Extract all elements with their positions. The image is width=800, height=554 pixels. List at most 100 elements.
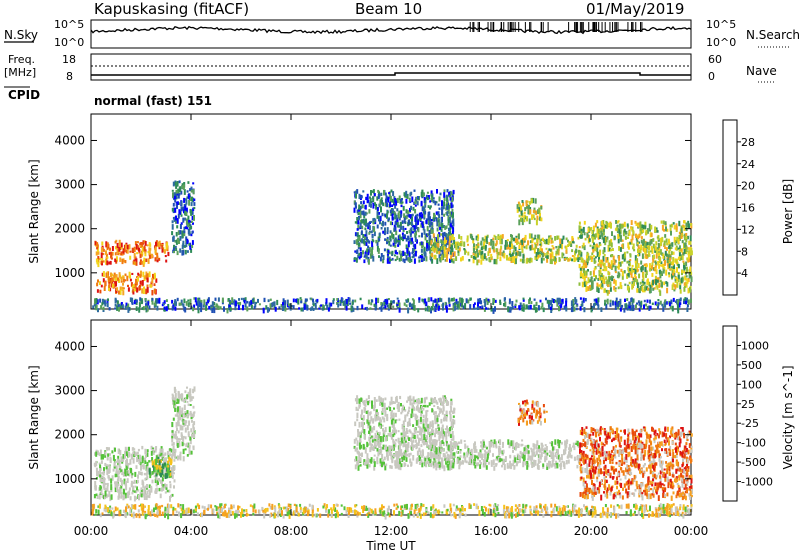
velocity-echo-cell	[186, 425, 189, 431]
power-echo-cell	[665, 226, 667, 232]
velocity-echo-cell	[429, 431, 432, 437]
velocity-echo-cell	[425, 426, 428, 429]
power-echo-cell	[515, 258, 517, 265]
power-echo-cell	[515, 252, 518, 258]
velocity-echo-cell	[408, 429, 411, 433]
power-echo-cell	[312, 301, 315, 305]
velocity-echo-cell	[140, 465, 143, 470]
power-echo-cell	[111, 246, 114, 251]
velocity-echo-cell	[381, 416, 384, 420]
velocity-echo-cell	[101, 476, 104, 481]
power-echo-cell	[133, 246, 136, 252]
power-echo-cell	[384, 227, 386, 234]
power-echo-cell	[671, 261, 673, 265]
power-echo-cell	[615, 302, 618, 307]
power-echo-cell	[437, 219, 440, 223]
power-echo-cell	[167, 251, 170, 257]
velocity-echo-cell	[430, 428, 433, 432]
velocity-echo-cell	[407, 396, 410, 402]
velocity-echo-cell	[453, 419, 456, 425]
power-echo-cell	[462, 305, 465, 310]
power-echo-cell	[541, 302, 544, 307]
power-echo-cell	[371, 249, 373, 256]
power-echo-cell	[648, 305, 651, 311]
power-echo-cell	[189, 298, 192, 305]
power-echo-cell	[427, 205, 430, 208]
power-echo-cell	[638, 252, 641, 257]
power-echo-cell	[155, 278, 158, 283]
velocity-echo-cell	[150, 487, 153, 493]
power-echo-cell	[180, 299, 183, 306]
noise-tick-top-left: 10^5	[54, 18, 85, 31]
velocity-echo-cell	[426, 405, 429, 408]
velocity-echo-cell	[444, 428, 447, 431]
velocity-echo-cell	[105, 493, 108, 499]
velocity-echo-cell	[159, 473, 162, 476]
power-echo-cell	[480, 246, 483, 251]
power-echo-cell	[430, 240, 433, 246]
power-echo-cell	[436, 238, 439, 242]
power-echo-cell	[466, 235, 469, 241]
power-echo-cell	[521, 217, 524, 222]
velocity-echo-cell	[104, 453, 107, 458]
power-echo-cell	[392, 242, 395, 246]
power-echo-cell	[185, 199, 188, 205]
power-echo-cell	[599, 249, 602, 253]
power-echo-cell	[119, 289, 122, 295]
velocity-echo-cell	[99, 464, 102, 469]
power-echo-cell	[447, 204, 450, 209]
power-echo-cell	[101, 241, 104, 246]
power-echo-cell	[102, 271, 105, 277]
power-echo-cell	[685, 272, 687, 275]
power-echo-cell	[356, 209, 359, 214]
power-echo-cell	[414, 209, 417, 214]
power-echo-cell	[426, 218, 428, 221]
power-echo-cell	[432, 303, 435, 307]
power-echo-cell	[188, 219, 191, 225]
power-echo-cell	[172, 235, 175, 239]
velocity-echo-cell	[181, 425, 184, 429]
velocity-echo-cell	[357, 459, 360, 466]
velocity-echo-cell	[403, 456, 406, 461]
velocity-echo-cell	[191, 433, 193, 438]
power-echo-cell	[414, 233, 417, 238]
power-echo-cell	[626, 273, 629, 279]
power-echo-cell	[690, 276, 693, 283]
power-echo-cell	[627, 266, 630, 270]
power-echo-cell	[428, 239, 431, 246]
power-echo-cell	[105, 272, 108, 278]
velocity-echo-cell	[191, 419, 193, 423]
power-echo-cell	[673, 270, 676, 277]
power-echo-cell	[639, 225, 642, 232]
velocity-echo-cell	[174, 414, 177, 417]
power-echo-cell	[613, 278, 616, 284]
power-echo-cell	[537, 248, 540, 251]
power-echo-cell	[382, 230, 385, 234]
velocity-echo-cell	[397, 464, 400, 470]
power-echo-cell	[361, 219, 363, 224]
velocity-echo-cell	[403, 462, 406, 467]
power-echo-cell	[593, 278, 596, 282]
power-echo-cell	[614, 287, 617, 290]
power-echo-cell	[655, 227, 658, 233]
power-echo-cell	[567, 258, 570, 262]
power-echo-cell	[449, 258, 451, 263]
power-echo-cell	[246, 306, 249, 312]
power-echo-cell	[570, 300, 573, 307]
power-echo-cell	[585, 286, 588, 292]
power-echo-cell	[548, 306, 551, 309]
power-echo-cell	[311, 306, 314, 311]
power-echo-cell	[419, 242, 422, 246]
power-echo-cell	[675, 259, 678, 263]
power-echo-cell	[571, 240, 574, 244]
power-echo-cell	[384, 192, 387, 196]
power-echo-cell	[424, 251, 426, 256]
power-echo-cell	[565, 245, 568, 249]
velocity-echo-cell	[144, 457, 147, 462]
power-echo-cell	[632, 230, 635, 234]
power-echo-cell	[362, 200, 365, 205]
power-echo-cell	[97, 279, 99, 283]
power-echo-cell	[580, 252, 583, 257]
power-echo-cell	[131, 302, 134, 305]
power-echo-cell	[618, 272, 621, 278]
